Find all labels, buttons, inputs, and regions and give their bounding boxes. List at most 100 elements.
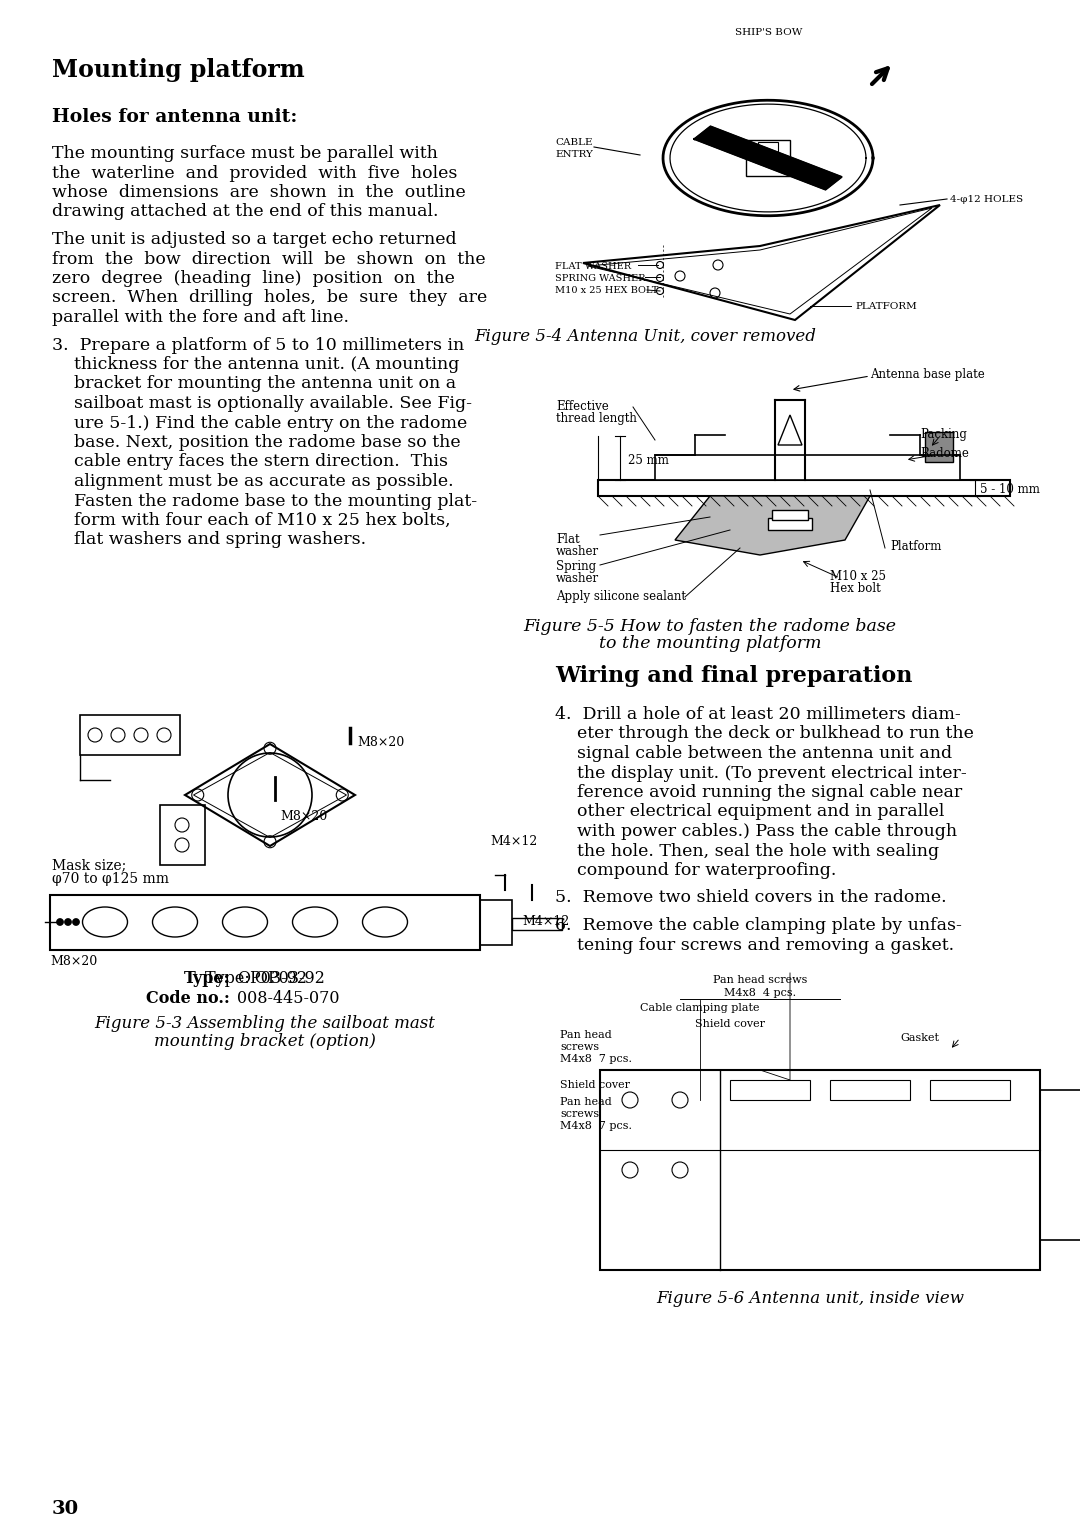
Polygon shape <box>778 416 802 445</box>
Text: to the mounting platform: to the mounting platform <box>598 636 821 652</box>
Text: ENTRY: ENTRY <box>555 150 593 159</box>
Text: Effective: Effective <box>556 400 609 413</box>
Text: FLAT WASHER: FLAT WASHER <box>555 261 631 270</box>
Text: sailboat mast is optionally available. See Fig-: sailboat mast is optionally available. S… <box>52 396 472 413</box>
Text: Shield cover: Shield cover <box>696 1019 765 1028</box>
Bar <box>924 432 953 461</box>
Text: Antenna base plate: Antenna base plate <box>870 368 985 380</box>
Text: ure 5-1.) Find the cable entry on the radome: ure 5-1.) Find the cable entry on the ra… <box>52 414 468 431</box>
Text: screws: screws <box>561 1109 599 1118</box>
Polygon shape <box>675 497 870 555</box>
Text: flat washers and spring washers.: flat washers and spring washers. <box>52 532 366 549</box>
Text: 4-φ12 HOLES: 4-φ12 HOLES <box>950 196 1023 205</box>
Text: 3.  Prepare a platform of 5 to 10 millimeters in: 3. Prepare a platform of 5 to 10 millime… <box>52 336 464 353</box>
Text: Type: OP03-92: Type: OP03-92 <box>205 970 325 987</box>
Text: the hole. Then, seal the hole with sealing: the hole. Then, seal the hole with seali… <box>555 842 940 859</box>
Text: Packing: Packing <box>920 428 967 442</box>
Text: The unit is adjusted so a target echo returned: The unit is adjusted so a target echo re… <box>52 231 457 248</box>
Bar <box>480 900 512 944</box>
Text: φ70 to φ125 mm: φ70 to φ125 mm <box>52 872 168 886</box>
Bar <box>768 518 812 530</box>
Text: 25 mm: 25 mm <box>627 454 669 468</box>
Text: M4x8  4 pcs.: M4x8 4 pcs. <box>724 989 796 998</box>
Text: 4.  Drill a hole of at least 20 millimeters diam-: 4. Drill a hole of at least 20 millimete… <box>555 706 961 723</box>
Text: PLATFORM: PLATFORM <box>855 303 917 312</box>
Text: 5 - 10 mm: 5 - 10 mm <box>980 483 1040 497</box>
Circle shape <box>56 918 64 926</box>
Bar <box>598 480 1010 497</box>
Text: Platform: Platform <box>890 539 942 553</box>
Text: form with four each of M10 x 25 hex bolts,: form with four each of M10 x 25 hex bolt… <box>52 512 450 529</box>
Bar <box>600 1070 1040 1270</box>
Bar <box>80 715 180 755</box>
Text: Apply silicone sealant: Apply silicone sealant <box>556 590 686 604</box>
Text: cable entry faces the stern direction.  This: cable entry faces the stern direction. T… <box>52 454 448 471</box>
Text: Type:: Type: <box>184 970 230 987</box>
Text: drawing attached at the end of this manual.: drawing attached at the end of this manu… <box>52 203 438 220</box>
Text: thickness for the antenna unit. (A mounting: thickness for the antenna unit. (A mount… <box>52 356 459 373</box>
Text: tening four screws and removing a gasket.: tening four screws and removing a gasket… <box>555 937 954 953</box>
Text: Figure 5-5 How to fasten the radome base: Figure 5-5 How to fasten the radome base <box>524 617 896 636</box>
Text: M4x8  7 pcs.: M4x8 7 pcs. <box>561 1122 632 1131</box>
Text: Mask size;: Mask size; <box>52 859 126 872</box>
Text: with power cables.) Pass the cable through: with power cables.) Pass the cable throu… <box>555 824 957 840</box>
Text: washer: washer <box>556 545 599 558</box>
Text: M8×20: M8×20 <box>280 810 327 824</box>
Circle shape <box>65 918 71 926</box>
Bar <box>730 1080 810 1100</box>
Text: 008-445-070: 008-445-070 <box>237 990 339 1007</box>
Text: M10 x 25: M10 x 25 <box>831 570 886 584</box>
Text: eter through the deck or bulkhead to run the: eter through the deck or bulkhead to run… <box>555 726 974 743</box>
Text: Shield cover: Shield cover <box>561 1080 630 1089</box>
Text: ference avoid running the signal cable near: ference avoid running the signal cable n… <box>555 784 962 801</box>
Text: Flat: Flat <box>556 533 580 545</box>
Text: screen.  When  drilling  holes,  be  sure  they  are: screen. When drilling holes, be sure the… <box>52 289 487 307</box>
Text: The mounting surface must be parallel with: The mounting surface must be parallel wi… <box>52 145 437 162</box>
Text: M8×20: M8×20 <box>357 736 404 749</box>
Text: Gasket: Gasket <box>900 1033 939 1044</box>
Text: screws: screws <box>561 1042 599 1051</box>
Text: bracket for mounting the antenna unit on a: bracket for mounting the antenna unit on… <box>52 376 456 393</box>
Text: Mounting platform: Mounting platform <box>52 58 305 83</box>
Text: from  the  bow  direction  will  be  shown  on  the: from the bow direction will be shown on … <box>52 251 486 267</box>
Text: parallel with the fore and aft line.: parallel with the fore and aft line. <box>52 309 349 325</box>
Text: M4×12: M4×12 <box>522 915 569 927</box>
Bar <box>654 455 960 480</box>
Text: base. Next, position the radome base so the: base. Next, position the radome base so … <box>52 434 461 451</box>
Text: Holes for antenna unit:: Holes for antenna unit: <box>52 108 297 125</box>
Text: Cable clamping plate: Cable clamping plate <box>640 1002 759 1013</box>
Text: M4x8  7 pcs.: M4x8 7 pcs. <box>561 1054 632 1063</box>
Bar <box>831 1080 910 1100</box>
Text: Figure 5-3 Assembling the sailboat mast: Figure 5-3 Assembling the sailboat mast <box>95 1015 435 1031</box>
Bar <box>512 918 562 931</box>
Text: 6.  Remove the cable clamping plate by unfas-: 6. Remove the cable clamping plate by un… <box>555 917 962 934</box>
Text: 5.  Remove two shield covers in the radome.: 5. Remove two shield covers in the radom… <box>555 889 947 906</box>
Text: SPRING WASHER: SPRING WASHER <box>555 274 646 283</box>
Text: M4×12: M4×12 <box>490 834 537 848</box>
Text: zero  degree  (heading  line)  position  on  the: zero degree (heading line) position on t… <box>52 270 455 287</box>
Text: compound for waterproofing.: compound for waterproofing. <box>555 862 836 879</box>
Text: Figure 5-4 Antenna Unit, cover removed: Figure 5-4 Antenna Unit, cover removed <box>474 329 815 345</box>
Bar <box>758 142 778 156</box>
Text: Hex bolt: Hex bolt <box>831 582 881 594</box>
Text: alignment must be as accurate as possible.: alignment must be as accurate as possibl… <box>52 474 454 490</box>
Text: Figure 5-6 Antenna unit, inside view: Figure 5-6 Antenna unit, inside view <box>656 1290 964 1306</box>
Text: Spring: Spring <box>556 559 596 573</box>
Bar <box>746 141 789 176</box>
Text: washer: washer <box>556 571 599 585</box>
Circle shape <box>72 918 80 926</box>
Text: whose  dimensions  are  shown  in  the  outline: whose dimensions are shown in the outlin… <box>52 183 465 202</box>
Text: Pan head: Pan head <box>561 1030 611 1041</box>
Text: OP03-92: OP03-92 <box>237 970 307 987</box>
Text: the  waterline  and  provided  with  five  holes: the waterline and provided with five hol… <box>52 165 457 182</box>
Text: Radome: Radome <box>920 448 969 460</box>
Text: mounting bracket (option): mounting bracket (option) <box>154 1033 376 1050</box>
Text: thread length: thread length <box>556 413 637 425</box>
Polygon shape <box>694 127 841 189</box>
Text: Pan head: Pan head <box>561 1097 611 1106</box>
Bar <box>1040 1089 1080 1241</box>
Text: M8×20: M8×20 <box>50 955 97 969</box>
Text: Wiring and final preparation: Wiring and final preparation <box>555 665 913 688</box>
Bar <box>160 805 205 865</box>
Text: the display unit. (To prevent electrical inter-: the display unit. (To prevent electrical… <box>555 764 967 781</box>
